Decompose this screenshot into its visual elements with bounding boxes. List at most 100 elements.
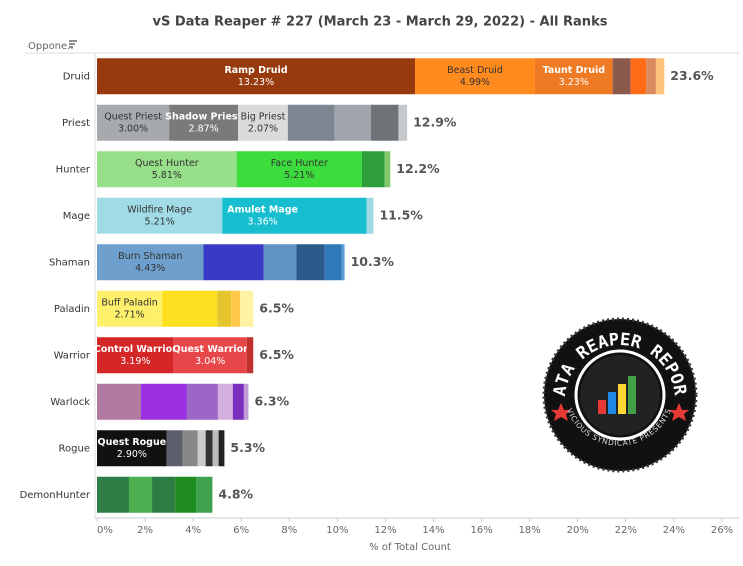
bar-segment: [175, 476, 197, 513]
bar-segment: [128, 476, 153, 513]
x-axis-title: % of Total Count: [369, 542, 451, 553]
category-label: Warlock: [50, 397, 90, 408]
bar-segment: [534, 58, 613, 95]
segment-name: Quest Priest: [104, 111, 162, 122]
segment-value: 3.00%: [118, 123, 148, 134]
bar-segment: [646, 58, 656, 95]
x-tick-label: 16%: [470, 525, 492, 536]
row-total: 6.5%: [259, 347, 294, 362]
bar-segment: [240, 290, 254, 327]
bar-segment: [238, 104, 288, 141]
bar-segment: [140, 383, 187, 420]
bar-segment: [97, 290, 163, 327]
bar-segment: [162, 290, 218, 327]
bar-segment: [203, 244, 264, 281]
row-total: 6.5%: [259, 300, 294, 315]
segment-name: Taunt Druid: [543, 65, 605, 76]
segment-value: 3.36%: [248, 216, 278, 227]
bar-segment: [217, 383, 233, 420]
bar-segment: [303, 197, 367, 234]
category-label: DemonHunter: [20, 490, 91, 501]
bar-segment: [212, 430, 219, 467]
segment-value: 4.43%: [135, 263, 165, 274]
bar-segment: [166, 430, 183, 467]
segment-value: 2.71%: [114, 309, 144, 320]
bar-segment: [222, 197, 304, 234]
x-tick-label: 24%: [663, 525, 685, 536]
bar-segment: [97, 151, 237, 188]
bar-segment: [218, 430, 225, 467]
bar-segment: [630, 58, 647, 95]
bar-segment: [341, 244, 345, 281]
segment-name: Buff Paladin: [101, 297, 157, 308]
bar-segment: [97, 244, 204, 281]
segment-value: 5.81%: [152, 170, 182, 181]
bar-segment: [243, 383, 249, 420]
x-tick-label: 12%: [374, 525, 396, 536]
row-total: 12.9%: [413, 114, 457, 129]
segment-value: 2.90%: [117, 449, 147, 460]
bar-segment: [182, 430, 198, 467]
x-tick-label: 20%: [567, 525, 589, 536]
segment-name: Face Hunter: [271, 158, 328, 169]
segment-name: Amulet Mage: [227, 204, 298, 215]
segment-value: 2.87%: [189, 123, 219, 134]
row-total: 11.5%: [379, 207, 423, 222]
segment-value: 5.21%: [145, 216, 175, 227]
category-label: Hunter: [56, 164, 91, 175]
segment-value: 2.07%: [248, 123, 278, 134]
x-tick-label: 6%: [233, 525, 249, 536]
x-tick-label: 8%: [281, 525, 297, 536]
segment-name: Shadow Priest: [165, 111, 242, 122]
bar-segment: [97, 104, 170, 141]
segment-name: Big Priest: [241, 111, 286, 122]
bar-segment: [366, 197, 374, 234]
bar-segment: [334, 104, 371, 141]
chart-title: vS Data Reaper # 227 (March 23 - March 2…: [153, 15, 608, 30]
x-tick-label: 2%: [137, 525, 153, 536]
segment-value: 13.23%: [238, 77, 274, 88]
bar-segment: [152, 476, 176, 513]
bar-segment: [232, 383, 244, 420]
bar-segment: [246, 337, 254, 374]
category-label: Shaman: [49, 257, 90, 268]
x-tick-label: 10%: [326, 525, 348, 536]
segment-name: Beast Druid: [447, 65, 503, 76]
row-total: 6.3%: [254, 393, 289, 408]
bar-segment: [173, 337, 247, 374]
bar-segment: [231, 290, 241, 327]
category-label: Druid: [63, 71, 90, 82]
bar-segment: [324, 244, 342, 281]
bar-segment: [612, 58, 631, 95]
category-label: Paladin: [54, 304, 90, 315]
segment-name: Ramp Druid: [224, 65, 287, 76]
bar-segment: [205, 430, 213, 467]
segment-value: 3.23%: [559, 77, 589, 88]
bar-segment: [287, 104, 335, 141]
bar-segment: [97, 58, 416, 95]
bar-segment: [97, 430, 167, 467]
category-label: Mage: [63, 211, 90, 222]
bar-segment: [384, 151, 391, 188]
x-tick-label: 0%: [97, 525, 113, 536]
bar-segment: [236, 151, 362, 188]
bar-segment: [217, 290, 232, 327]
category-label: Rogue: [59, 443, 90, 454]
x-tick-label: 22%: [615, 525, 637, 536]
bar-segment: [415, 58, 535, 95]
row-total: 23.6%: [670, 68, 714, 83]
bar-segment: [197, 430, 206, 467]
segment-name: Quest Rogue: [98, 437, 167, 448]
x-tick-label: 14%: [422, 525, 444, 536]
sort-icon[interactable]: [69, 40, 77, 48]
bar-segment: [196, 476, 213, 513]
segment-value: 4.99%: [460, 77, 490, 88]
bar-segment: [97, 383, 141, 420]
bar-segment: [97, 476, 129, 513]
category-label: Warrior: [54, 350, 91, 361]
bar-segment: [361, 151, 385, 188]
bar-segment: [263, 244, 297, 281]
category-label: Priest: [62, 118, 90, 129]
row-header: Oppone..: [28, 41, 74, 52]
